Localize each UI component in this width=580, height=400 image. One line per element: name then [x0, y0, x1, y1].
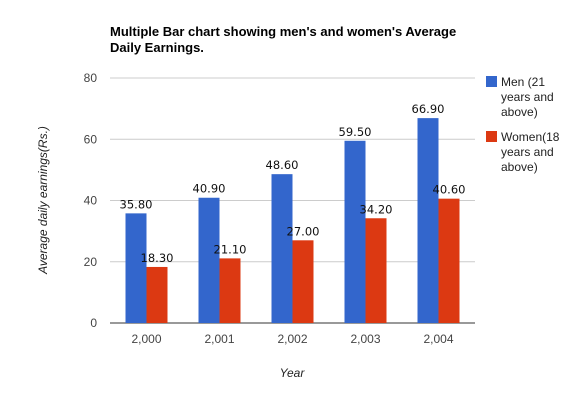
data-label: 66.90 — [412, 102, 445, 116]
legend-entry[interactable]: Women(18 years and above) — [501, 130, 560, 174]
data-label: 18.30 — [141, 251, 174, 265]
legend-entry-line: above) — [501, 160, 538, 174]
y-tick-label: 20 — [84, 255, 98, 269]
bar[interactable] — [125, 213, 147, 323]
data-label: 27.00 — [287, 224, 320, 238]
x-tick-label: 2,002 — [277, 332, 307, 346]
bar[interactable] — [146, 266, 168, 323]
chart-title: Multiple Bar chart showing men's and wom… — [110, 24, 456, 55]
legend-swatch[interactable] — [486, 131, 497, 142]
bar[interactable] — [292, 240, 314, 323]
y-axis-title: Average daily earnings(Rs.) — [36, 126, 50, 275]
legend-swatch[interactable] — [486, 76, 497, 87]
x-tick-label: 2,004 — [423, 332, 453, 346]
x-tick-label: 2,000 — [131, 332, 161, 346]
y-tick-label: 60 — [84, 132, 98, 146]
legend-entry[interactable]: Men (21 years and above) — [501, 75, 554, 119]
legend-entry-line: above) — [501, 105, 538, 119]
data-label: 34.20 — [360, 202, 393, 216]
bar[interactable] — [219, 258, 241, 323]
bar[interactable] — [198, 197, 220, 323]
legend-entry-line: Men (21 — [501, 75, 545, 89]
chart-title-line: Daily Earnings. — [110, 40, 204, 55]
legend-entry-line: years and — [501, 90, 554, 104]
y-tick-label: 80 — [84, 71, 98, 85]
data-label: 35.80 — [120, 197, 153, 211]
legend-entry-line: years and — [501, 145, 554, 159]
y-tick-label: 0 — [90, 316, 97, 330]
bar[interactable] — [344, 140, 366, 323]
y-tick-label: 40 — [84, 194, 98, 208]
x-axis-title: Year — [280, 366, 306, 380]
x-tick-label: 2,003 — [350, 332, 380, 346]
data-label: 21.10 — [214, 242, 247, 256]
data-label: 40.90 — [193, 182, 226, 196]
bar[interactable] — [271, 174, 293, 323]
data-label: 59.50 — [339, 125, 372, 139]
data-label: 48.60 — [266, 158, 299, 172]
x-tick-label: 2,001 — [204, 332, 234, 346]
data-label: 40.60 — [433, 183, 466, 197]
bar[interactable] — [438, 198, 460, 323]
bar[interactable] — [365, 218, 387, 323]
bar[interactable] — [417, 118, 439, 324]
legend-entry-line: Women(18 — [501, 130, 560, 144]
chart-title-line: Multiple Bar chart showing men's and wom… — [110, 24, 456, 39]
